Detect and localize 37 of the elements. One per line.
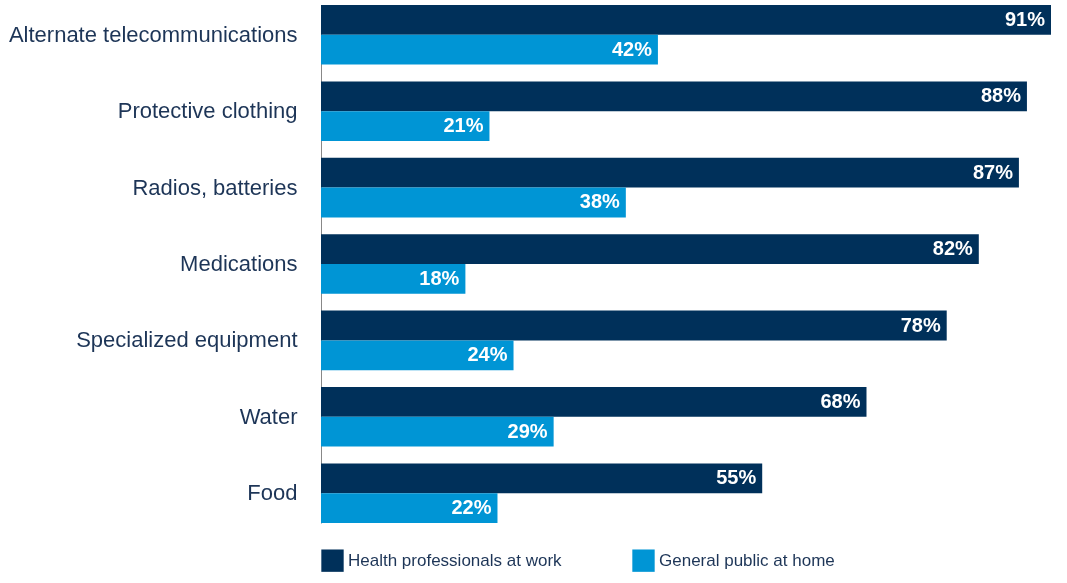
data-label: 38% xyxy=(579,190,621,213)
bar xyxy=(321,340,514,371)
bar xyxy=(321,81,1027,112)
legend-label: Health professionals at work xyxy=(348,550,563,570)
bar xyxy=(321,111,490,141)
data-label: 82% xyxy=(932,237,974,260)
y-tick-label: Medications xyxy=(180,251,298,276)
bar xyxy=(321,310,947,341)
data-label: 88% xyxy=(980,84,1022,107)
data-label: 22% xyxy=(451,496,492,519)
bar xyxy=(321,187,626,218)
data-label: 21% xyxy=(443,114,484,137)
data-label: 24% xyxy=(467,343,508,366)
data-label: 18% xyxy=(419,266,460,289)
bar xyxy=(321,34,658,65)
bar xyxy=(321,5,1051,35)
data-label: 91% xyxy=(1004,7,1046,30)
y-tick-label: Alternate telecommunications xyxy=(8,21,298,47)
bar xyxy=(321,463,763,494)
y-tick-label: Food xyxy=(247,480,298,506)
y-tick-label: Protective clothing xyxy=(117,98,298,124)
bar xyxy=(321,493,498,523)
y-tick-label: Radios, batteries xyxy=(132,174,298,200)
data-label: 68% xyxy=(820,389,861,412)
data-label: 55% xyxy=(716,466,757,489)
data-label: 42% xyxy=(611,37,653,60)
y-tick-label: Water xyxy=(239,403,298,429)
bar xyxy=(321,157,1019,188)
bar xyxy=(321,416,554,447)
bar xyxy=(321,387,867,417)
data-label: 29% xyxy=(507,419,548,442)
legend-label: General public at home xyxy=(659,550,835,570)
data-label: 78% xyxy=(900,313,941,336)
data-label: 87% xyxy=(972,160,1014,183)
bar xyxy=(321,264,466,294)
y-tick-label: Specialized equipment xyxy=(76,327,298,353)
bar xyxy=(321,234,979,264)
